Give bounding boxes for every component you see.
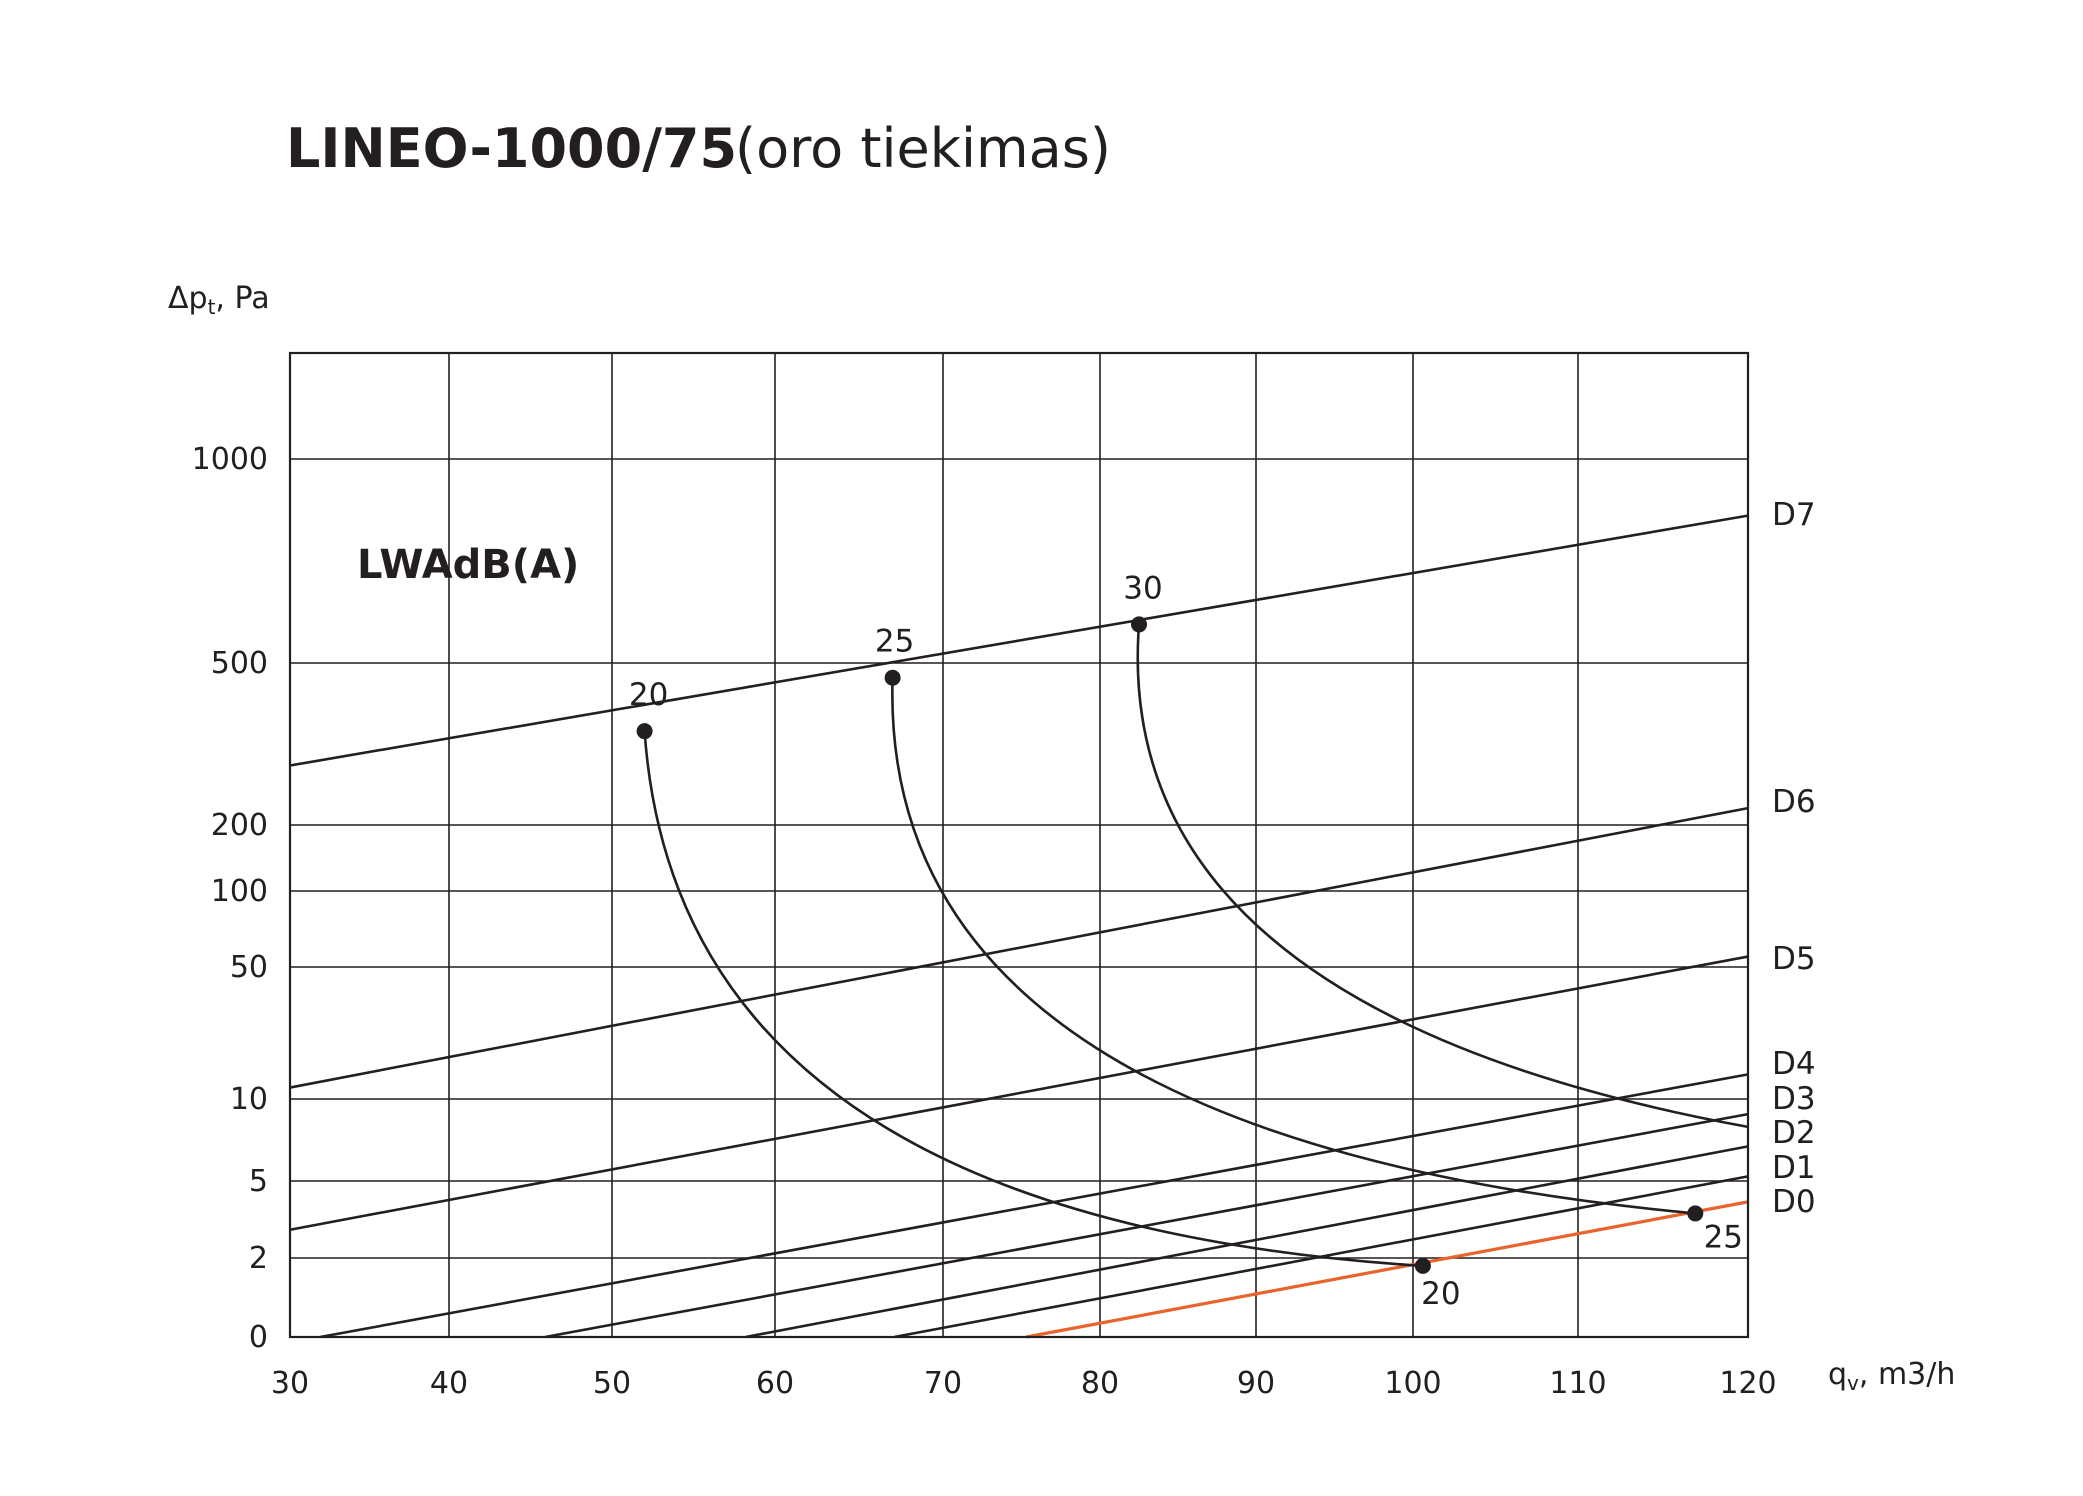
sound-curve-20: [643, 731, 1423, 1268]
curve-bottom-label: 25: [1704, 1219, 1743, 1255]
series-label-d2: D2: [1772, 1115, 1816, 1151]
x-tick-label: 100: [1384, 1366, 1441, 1401]
chart-title: LINEO-1000/75: [286, 117, 737, 180]
curve-end-dot: [1687, 1205, 1704, 1222]
series-label-d5: D5: [1772, 941, 1816, 977]
series-label-d0: D0: [1772, 1184, 1816, 1220]
series-label-d4: D4: [1772, 1046, 1816, 1082]
y-tick-label: 10: [230, 1082, 268, 1117]
y-tick-label: 50: [230, 950, 268, 985]
sound-curve-25: [891, 677, 1696, 1215]
series-lines: [289, 514, 1749, 1339]
x-axis-label: qv, m3/h: [1828, 1357, 1955, 1395]
sound-curve-30: [1136, 624, 1749, 1129]
series-line-d2: [745, 1145, 1749, 1339]
y-tick-label: 5: [249, 1164, 268, 1199]
y-axis-label: Δpt, Pa: [168, 281, 270, 319]
chart-subtitle: (oro tiekimas): [735, 117, 1111, 180]
curve-top-label: 20: [629, 677, 668, 713]
x-tick-label: 120: [1719, 1366, 1776, 1401]
series-label-d3: D3: [1772, 1081, 1816, 1117]
x-tick-label: 60: [756, 1366, 794, 1401]
x-tick-label: 30: [271, 1366, 309, 1401]
curve-top-label: 25: [875, 624, 914, 660]
x-tick-label: 40: [430, 1366, 468, 1401]
curve-start-dot: [636, 723, 653, 740]
series-line-d0: [1025, 1200, 1749, 1339]
chart-labels: 30 40 50 60 70 80 90 100 110 12002510501002005001…: [192, 442, 1816, 1401]
y-tick-label: 200: [211, 808, 268, 843]
series-line-d7: [289, 514, 1749, 767]
series-line-d3: [544, 1112, 1749, 1339]
x-tick-label: 70: [924, 1366, 962, 1401]
plot-frame: [288, 351, 1750, 1339]
curve-start-dot: [1131, 616, 1147, 633]
curve-top-label: 30: [1123, 570, 1162, 606]
x-tick-label: 90: [1237, 1366, 1275, 1401]
series-label-d7: D7: [1772, 497, 1816, 533]
sound-level-note: LWAdB(A): [357, 542, 579, 588]
grid: [290, 353, 1748, 1337]
y-tick-label: 500: [211, 646, 268, 681]
series-line-d6: [289, 806, 1749, 1089]
series-line-d5: [289, 955, 1749, 1232]
y-tick-label: 100: [211, 874, 268, 909]
sound-curves: [636, 616, 1749, 1274]
y-tick-label: 0: [249, 1320, 268, 1355]
series-line-d4: [319, 1073, 1749, 1339]
y-tick-label: 1000: [192, 442, 268, 477]
curve-bottom-label: 20: [1421, 1276, 1460, 1312]
x-tick-label: 50: [593, 1366, 631, 1401]
x-tick-label: 80: [1081, 1366, 1119, 1401]
curve-end-dot: [1414, 1257, 1431, 1274]
series-label-d1: D1: [1772, 1150, 1816, 1186]
curve-start-dot: [884, 669, 901, 686]
series-label-d6: D6: [1772, 784, 1816, 820]
x-tick-label: 110: [1549, 1366, 1606, 1401]
y-tick-label: 2: [249, 1241, 268, 1276]
